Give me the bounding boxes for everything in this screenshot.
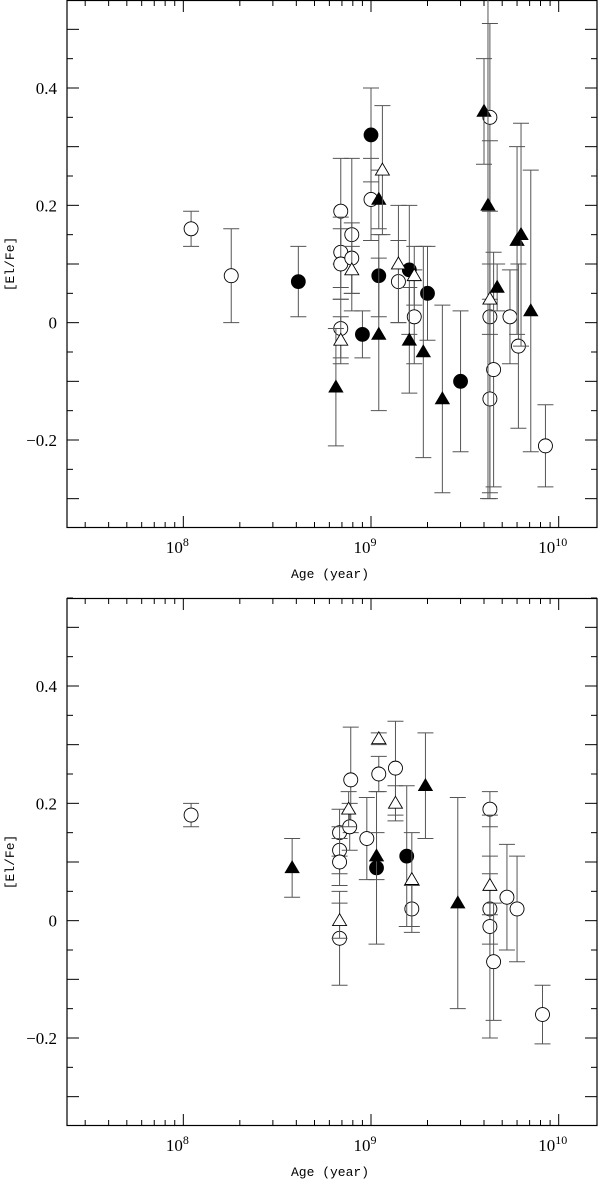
open-circle-point	[482, 919, 498, 934]
x-tick-label: 108	[166, 1133, 189, 1155]
open-circle-point	[499, 889, 515, 905]
open-circle-point	[183, 807, 199, 823]
open-triangle-point	[387, 795, 404, 809]
open-triangle-point	[370, 730, 387, 745]
open-circle-point	[482, 801, 498, 817]
filled-circle-point	[399, 848, 415, 864]
y-tick-label: 0.4	[36, 79, 58, 98]
open-triangle-point	[390, 256, 407, 270]
open-circle-point	[343, 772, 359, 788]
filled-triangle-point	[284, 860, 300, 874]
filled-triangle-point	[401, 332, 418, 346]
filled-triangle-point	[417, 777, 434, 792]
filled-triangle-point	[480, 197, 496, 211]
open-circle-point	[371, 766, 387, 782]
y-axis-label: [El/Fe]	[3, 237, 18, 292]
open-triangle-point	[331, 912, 348, 927]
x-tick-label: 1010	[538, 1133, 567, 1155]
top-panel: Age (year) [El/Fe] 108 109 1010 −0.2 0 0.2 0.4	[3, 0, 598, 582]
y-tick-label: 0	[49, 912, 58, 931]
filled-circle-point	[420, 285, 435, 301]
open-triangle-point	[406, 267, 423, 282]
filled-circle-point	[355, 326, 370, 342]
filled-triangle-point	[368, 848, 385, 862]
x-tick-label: 109	[354, 535, 377, 557]
open-circle-point	[509, 901, 525, 917]
open-circle-point	[183, 221, 199, 237]
open-circle-point	[486, 954, 502, 970]
y-tick-label: 0.4	[36, 677, 58, 696]
y-tick-label: 0.2	[36, 794, 57, 813]
open-circle-point	[388, 760, 403, 776]
filled-circle-point	[363, 127, 379, 143]
y-tick-label: −0.2	[26, 1029, 57, 1048]
x-axis-label: Age (year)	[291, 1165, 369, 1180]
open-circle-point	[537, 438, 553, 454]
open-circle-point	[332, 854, 348, 870]
y-tick-label: 0	[49, 314, 58, 333]
filled-triangle-point	[371, 326, 387, 340]
y-tick-label: −0.2	[26, 431, 57, 450]
open-circle-point	[482, 391, 498, 407]
filled-triangle-point	[328, 379, 344, 393]
open-triangle-point	[404, 871, 420, 885]
open-circle-point	[359, 831, 375, 846]
open-triangle-point	[332, 332, 349, 346]
filled-triangle-point	[415, 344, 432, 358]
y-axis-label: [El/Fe]	[3, 835, 18, 890]
open-circle-point	[486, 362, 502, 378]
open-circle-point	[406, 309, 422, 325]
open-circle-point	[333, 203, 349, 219]
filled-triangle-point	[434, 391, 451, 405]
x-tick-label: 108	[166, 535, 189, 557]
x-axis-label: Age (year)	[291, 567, 369, 582]
open-circle-point	[535, 1007, 550, 1022]
filled-triangle-point	[523, 303, 539, 317]
open-triangle-point	[340, 801, 357, 815]
open-triangle-point	[482, 877, 498, 891]
filled-circle-point	[453, 373, 468, 389]
filled-triangle-point	[489, 279, 505, 293]
x-tick-label: 1010	[538, 535, 567, 557]
open-triangle-point	[344, 261, 360, 276]
bottom-panel: Age (year) [El/Fe] 108 109 1010 −0.2 0 0.2 0.4	[3, 597, 598, 1180]
open-triangle-point	[374, 162, 391, 176]
open-circle-point	[223, 268, 239, 284]
filled-triangle-point	[450, 895, 466, 909]
filled-triangle-point	[513, 226, 529, 240]
filled-circle-point	[290, 274, 306, 290]
open-triangle-point	[482, 291, 498, 305]
open-circle-point	[502, 309, 518, 325]
x-tick-label: 109	[354, 1133, 377, 1155]
y-tick-label: 0.2	[36, 196, 57, 215]
